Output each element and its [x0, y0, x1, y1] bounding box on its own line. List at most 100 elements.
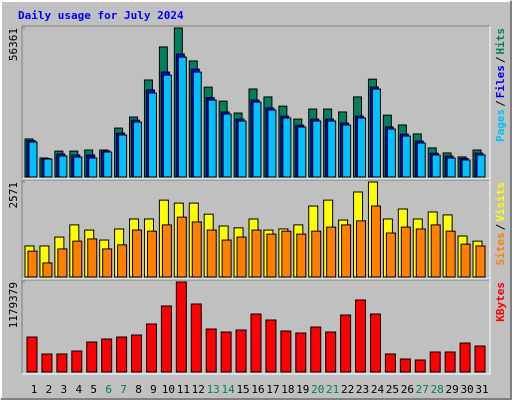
bar	[369, 313, 381, 373]
x-tick-label: 16	[251, 383, 264, 396]
bar	[87, 238, 98, 278]
bar	[431, 154, 441, 178]
x-tick-label: 3	[61, 383, 68, 396]
x-tick-label: 5	[90, 383, 97, 396]
bar	[162, 74, 172, 178]
bar	[341, 224, 352, 278]
bar	[267, 109, 277, 178]
panel-bevel-dark	[21, 279, 490, 374]
x-tick-label: 7	[120, 383, 127, 396]
bar	[118, 134, 128, 178]
y-tick-label: 2571	[7, 182, 20, 209]
bar	[415, 228, 426, 278]
bar	[86, 341, 98, 373]
bar	[252, 101, 262, 178]
bar	[342, 124, 352, 178]
x-tick-label: 30	[460, 383, 473, 396]
bar	[58, 155, 68, 178]
bar	[340, 314, 352, 373]
panel-bevel-dark	[21, 179, 490, 279]
legend-entry: Visits	[494, 182, 507, 222]
bar	[131, 334, 143, 373]
bar	[430, 224, 441, 278]
bar	[312, 120, 322, 178]
y-tick-label: 1179379	[7, 282, 20, 328]
bar	[205, 328, 217, 373]
x-tick-label: 12	[192, 383, 205, 396]
bar	[265, 319, 277, 373]
legend-entry: Files	[494, 65, 507, 98]
bar	[370, 205, 381, 278]
bar	[416, 142, 426, 178]
x-tick-label: 26	[401, 383, 414, 396]
legend: Sites /Visits	[494, 182, 507, 266]
x-tick-label: 19	[296, 383, 309, 396]
x-tick-label: 28	[431, 383, 444, 396]
legend-separator: /	[494, 223, 507, 230]
bar	[385, 232, 396, 278]
legend-entry: Sites	[494, 232, 507, 265]
bar	[102, 248, 113, 278]
panel-bevel-dark	[21, 25, 490, 179]
bar	[192, 71, 202, 178]
bar	[116, 336, 128, 373]
bar	[296, 233, 307, 278]
bar	[145, 323, 157, 373]
bar	[311, 230, 322, 278]
x-tick-label: 14	[222, 383, 236, 396]
bar	[41, 353, 53, 373]
bar	[399, 358, 411, 373]
chart-title: Daily usage for July 2024	[18, 9, 184, 22]
bar	[88, 157, 98, 178]
bar	[160, 305, 172, 373]
bar	[191, 221, 202, 278]
legend-separator: /	[494, 100, 507, 107]
bar	[43, 158, 53, 178]
bar	[26, 336, 38, 373]
bar	[235, 329, 247, 373]
bar	[459, 342, 471, 373]
bar	[266, 233, 277, 278]
panel-bevel-light	[22, 280, 491, 375]
bar	[207, 99, 217, 178]
x-tick-label: 15	[236, 383, 249, 396]
bar	[326, 226, 337, 278]
bar	[206, 229, 217, 278]
bar	[401, 135, 411, 178]
bar	[475, 245, 486, 278]
panel-bevel-light	[22, 26, 491, 180]
bar	[476, 154, 486, 178]
x-tick-label: 17	[266, 383, 279, 396]
bar	[72, 240, 83, 278]
legend-separator: /	[494, 56, 507, 63]
bar	[281, 230, 292, 278]
bar	[400, 226, 411, 278]
bar	[57, 248, 68, 278]
x-tick-label: 9	[150, 383, 157, 396]
x-tick-label: 25	[386, 383, 399, 396]
bar	[355, 299, 367, 373]
bar	[133, 121, 143, 178]
bar	[221, 239, 232, 278]
x-tick-label: 29	[446, 383, 459, 396]
x-tick-label: 11	[177, 383, 190, 396]
bar	[251, 229, 262, 278]
x-tick-label: 4	[75, 383, 82, 396]
bar	[236, 236, 247, 278]
bar	[280, 330, 292, 373]
bar	[146, 230, 157, 278]
x-tick-label: 20	[311, 383, 324, 396]
bar	[282, 117, 292, 178]
bar	[386, 128, 396, 178]
bar	[222, 113, 232, 178]
bar	[220, 331, 232, 373]
bar	[444, 351, 456, 373]
x-tick-label: 22	[341, 383, 354, 396]
bar	[176, 216, 187, 278]
bar	[356, 220, 367, 278]
bar	[414, 359, 426, 373]
bar	[250, 313, 262, 373]
legend-entry: KBytes	[494, 282, 507, 322]
